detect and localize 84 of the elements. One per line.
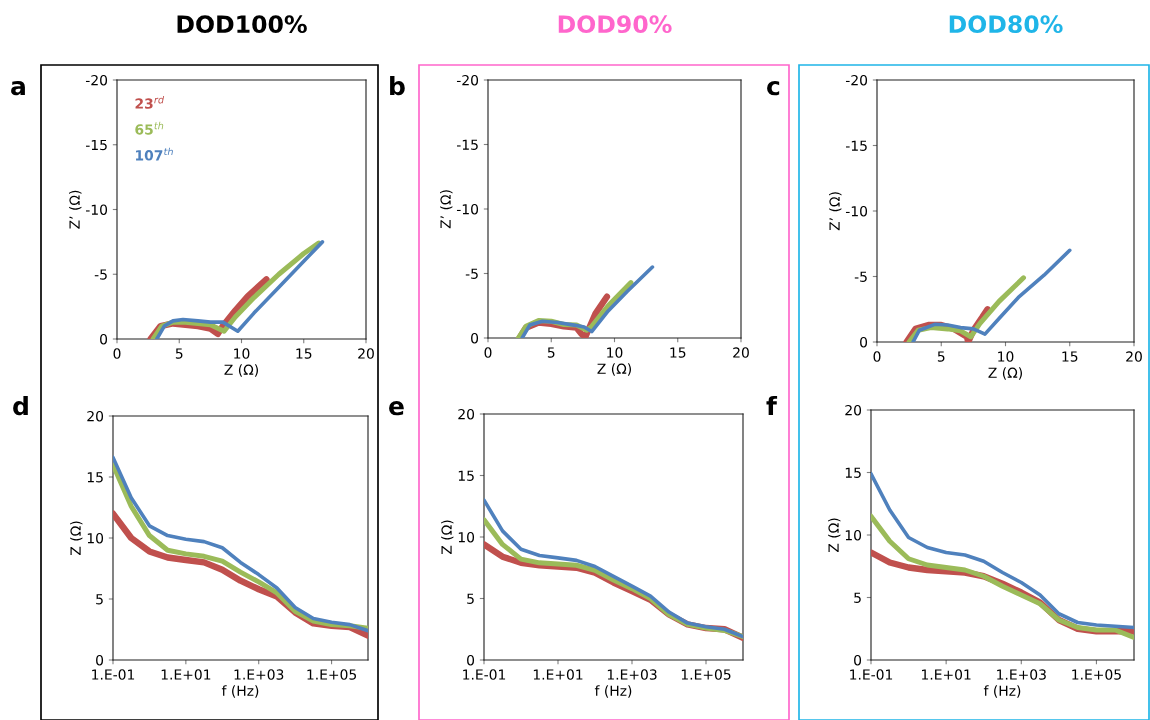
y-axis-title: Z’ (Ω) (69, 190, 82, 229)
x-tick-label: 5 (547, 347, 555, 358)
chart-title: DOD90% (558, 15, 672, 34)
y-tick-label: -5 (465, 268, 478, 279)
y-tick-label: 15 (845, 467, 861, 478)
x-tick-label: 20 (1126, 351, 1142, 362)
chart-title: DOD80% (949, 15, 1063, 34)
y-tick-label: -15 (85, 139, 107, 151)
x-tick-label: 1.E-01 (92, 669, 135, 680)
y-tick-label: -15 (456, 139, 478, 150)
y-tick-label: 0 (860, 336, 868, 348)
x-tick-label: 15 (670, 347, 686, 358)
x-tick-label: 5 (175, 348, 183, 359)
y-tick-label: 15 (458, 470, 474, 481)
x-tick-label: 1.E+01 (161, 669, 211, 680)
y-tick-label: 5 (96, 594, 103, 605)
y-tick-label: 10 (87, 532, 104, 544)
x-tick-label: 1.E+01 (922, 669, 971, 680)
y-tick-label: 5 (854, 592, 861, 603)
y-tick-label: 20 (458, 408, 475, 420)
x-tick-label: 0 (873, 351, 881, 362)
x-axis-title: f (Hz) (983, 685, 1021, 698)
x-tick-label: 1.E+03 (997, 669, 1046, 680)
y-tick-label: -5 (94, 269, 107, 280)
x-tick-label: 1.E+05 (307, 669, 357, 680)
x-tick-label: 1.E+05 (681, 669, 731, 680)
text: b (390, 76, 405, 96)
x-tick-label: 1.E+03 (607, 669, 657, 680)
x-tick-label: 5 (937, 351, 945, 362)
x-tick-label: 20 (358, 348, 374, 359)
x-tick-label: 10 (234, 348, 250, 359)
y-tick-label: -20 (845, 74, 868, 86)
y-tick-label: 0 (467, 654, 475, 666)
y-tick-label: 20 (845, 404, 862, 416)
x-tick-label: 10 (607, 347, 623, 358)
text: 107$^{th}$ (136, 147, 173, 161)
text: 65$^{th}$ (135, 121, 164, 135)
y-tick-label: 20 (87, 410, 104, 422)
y-tick-label: -5 (854, 271, 867, 282)
chart-title: DOD100% (177, 15, 307, 34)
text: c (767, 81, 780, 96)
y-tick-label: -20 (456, 74, 479, 86)
y-tick-label: 0 (471, 332, 479, 344)
x-tick-label: 1.E+05 (1072, 669, 1121, 680)
x-tick-label: 15 (296, 348, 312, 359)
text: d (13, 396, 28, 416)
x-tick-label: 1.E-01 (463, 669, 506, 680)
y-axis-title: Z’ (Ω) (829, 192, 842, 231)
y-tick-label: 5 (467, 593, 474, 604)
x-tick-label: 1.E+03 (234, 669, 284, 680)
y-tick-label: 0 (96, 654, 104, 666)
y-tick-label: -20 (85, 74, 108, 86)
x-tick-label: 10 (998, 351, 1014, 362)
y-tick-label: 0 (854, 654, 862, 666)
line-series (911, 248, 1072, 342)
y-axis-title: Z’ (Ω) (440, 190, 453, 229)
text: a (11, 81, 25, 96)
y-axis-title: Z (Ω) (70, 521, 83, 556)
x-axis-title: f (Hz) (594, 685, 632, 698)
line-series (520, 265, 655, 338)
text: f (766, 396, 778, 415)
x-tick-label: 0 (484, 347, 492, 358)
y-tick-label: -10 (456, 203, 479, 215)
y-tick-label: -10 (845, 205, 868, 217)
x-axis-title: Z (Ω) (988, 367, 1022, 380)
y-tick-label: 0 (100, 333, 108, 345)
x-tick-label: 20 (733, 347, 749, 358)
x-axis-title: Z (Ω) (224, 364, 258, 377)
x-axis-title: Z (Ω) (597, 363, 631, 376)
x-tick-label: 0 (113, 348, 121, 359)
text: e (389, 401, 404, 416)
text: 23$^{rd}$ (135, 95, 165, 109)
y-tick-label: -15 (845, 140, 867, 151)
x-tick-label: 15 (1062, 351, 1078, 362)
y-tick-label: 10 (458, 531, 475, 543)
x-tick-label: 1.E-01 (850, 669, 893, 680)
line-series (871, 471, 1134, 630)
x-axis-title: f (Hz) (221, 685, 259, 698)
y-axis-title: Z (Ω) (828, 518, 841, 553)
y-tick-label: -10 (85, 204, 108, 215)
y-tick-label: 10 (845, 529, 862, 541)
y-axis-title: Z (Ω) (441, 520, 454, 555)
x-tick-label: 1.E+01 (533, 669, 583, 680)
y-tick-label: 15 (87, 472, 103, 483)
